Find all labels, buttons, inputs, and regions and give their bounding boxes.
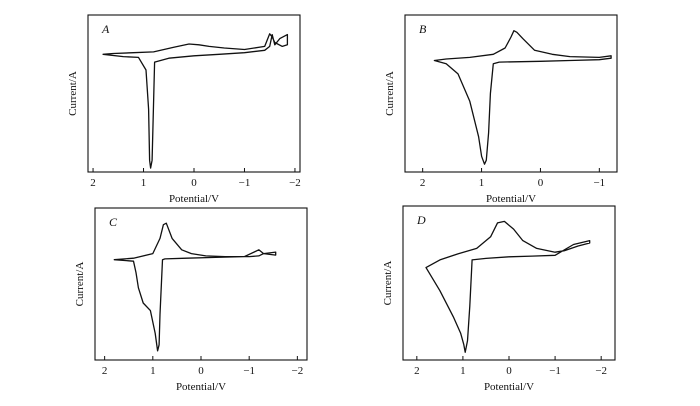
x-tick-label: −1 (239, 177, 251, 189)
x-tick-label: 0 (506, 365, 512, 377)
voltammogram-curve (113, 222, 277, 352)
panel-letter: C (109, 215, 118, 229)
voltammogram-curve (433, 30, 612, 165)
panel-a: A 2 1 0 −1 −2 Potential/V Current/A (67, 14, 301, 205)
x-tick-label: 2 (90, 177, 96, 189)
panel-d: D 2 1 0 −1 −2 Potential/V Current/A (382, 205, 616, 393)
x-tick-label: −2 (595, 365, 607, 377)
x-tick-label: 1 (141, 177, 147, 189)
y-axis-label: Current/A (74, 262, 86, 307)
x-tick-label: 0 (538, 177, 544, 189)
y-axis-label: Current/A (382, 261, 394, 306)
plot-frame (94, 207, 308, 361)
x-tick-label: 2 (414, 365, 420, 377)
voltammogram-curve (425, 220, 591, 353)
x-tick-label: 1 (150, 365, 156, 377)
x-axis-label: Potential/V (486, 193, 536, 205)
x-tick-label: −1 (549, 365, 561, 377)
panel-letter: A (101, 22, 110, 36)
x-tick-label: −1 (593, 177, 605, 189)
x-tick-label: 1 (479, 177, 485, 189)
x-axis-label: Potential/V (484, 381, 534, 393)
x-axis-label: Potential/V (169, 193, 219, 205)
voltammogram-curve (102, 33, 289, 169)
panel-letter: D (416, 213, 426, 227)
y-axis-label: Current/A (384, 71, 396, 116)
plot-frame (404, 14, 618, 173)
x-tick-label: −2 (289, 177, 301, 189)
y-axis-label: Current/A (67, 71, 79, 116)
x-tick-label: 0 (191, 177, 197, 189)
panel-letter: B (419, 22, 427, 36)
x-tick-label: −2 (292, 365, 304, 377)
x-tick-label: 2 (420, 177, 426, 189)
x-tick-label: 1 (460, 365, 466, 377)
panel-c: C 2 1 0 −1 −2 Potential/V Current/A (74, 207, 308, 393)
x-tick-label: −1 (243, 365, 255, 377)
x-axis-label: Potential/V (176, 381, 226, 393)
x-tick-label: 2 (102, 365, 108, 377)
x-tick-label: 0 (198, 365, 204, 377)
panel-b: B 2 1 0 −1 Potential/V Current/A (384, 14, 618, 205)
